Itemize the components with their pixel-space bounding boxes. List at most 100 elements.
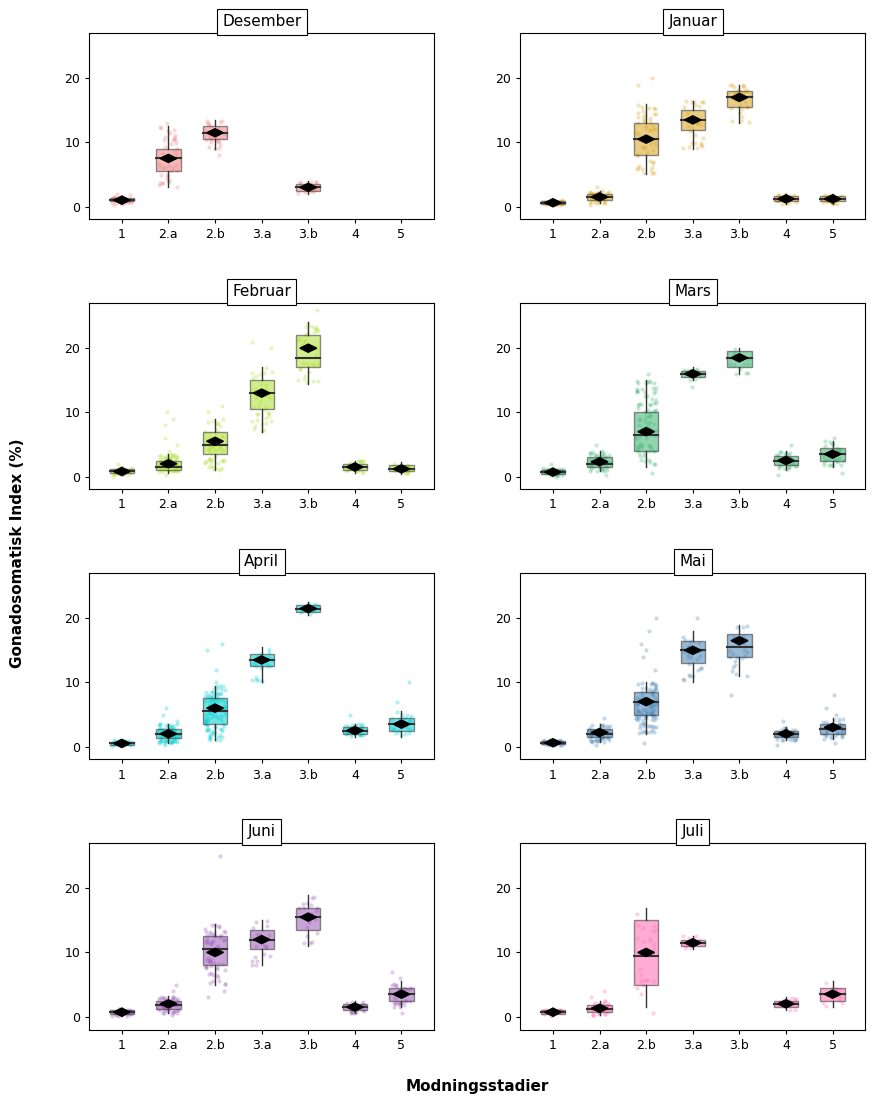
Point (395, 711, 409, 728)
Polygon shape (545, 738, 561, 747)
Title: Juli: Juli (681, 825, 704, 839)
Point (583, 196, 598, 214)
Point (630, 980, 644, 997)
Point (162, 445, 177, 463)
Point (585, 453, 599, 470)
Point (110, 462, 124, 479)
Point (202, 131, 217, 148)
Point (599, 996, 613, 1014)
Point (681, 363, 695, 381)
Point (343, 455, 357, 473)
Point (353, 463, 368, 480)
Point (207, 954, 221, 972)
Point (214, 680, 228, 697)
Point (638, 106, 652, 124)
Point (216, 690, 230, 707)
Point (310, 180, 324, 198)
Point (209, 707, 223, 725)
Point (264, 340, 278, 358)
Point (216, 452, 230, 469)
Point (648, 609, 663, 627)
Point (820, 717, 834, 735)
Point (647, 706, 661, 724)
Point (635, 138, 649, 156)
Point (595, 724, 609, 742)
Point (211, 938, 225, 955)
Point (732, 345, 747, 363)
Point (169, 728, 184, 746)
Point (169, 162, 184, 179)
Point (108, 188, 122, 206)
Polygon shape (160, 1000, 177, 1007)
Point (597, 708, 611, 726)
Point (349, 458, 363, 476)
Point (830, 192, 845, 209)
Point (723, 354, 738, 372)
Point (588, 732, 602, 749)
Point (771, 448, 785, 466)
Point (736, 76, 750, 94)
Point (257, 945, 271, 963)
Point (640, 401, 655, 418)
Point (394, 1004, 409, 1022)
Point (404, 706, 418, 724)
Point (354, 715, 368, 733)
Point (595, 188, 609, 206)
Point (781, 187, 796, 205)
Point (736, 76, 750, 94)
Point (737, 355, 751, 373)
Point (203, 952, 218, 970)
Point (212, 697, 227, 715)
Bar (588, 728, 612, 737)
Point (123, 186, 137, 204)
Point (780, 721, 794, 738)
Point (153, 453, 168, 470)
Point (592, 722, 607, 739)
Point (540, 1001, 554, 1018)
Point (541, 732, 556, 749)
Point (161, 997, 175, 1015)
Point (200, 933, 214, 951)
Bar (296, 335, 320, 368)
Point (551, 463, 566, 480)
Point (354, 995, 368, 1013)
Point (294, 178, 309, 196)
Point (168, 458, 182, 476)
Point (633, 452, 648, 469)
Point (121, 466, 136, 484)
Point (158, 459, 172, 477)
Point (208, 685, 222, 703)
Point (541, 193, 556, 210)
Point (389, 976, 403, 994)
Point (249, 668, 263, 685)
Point (251, 671, 265, 689)
Point (782, 194, 797, 211)
Point (260, 404, 275, 422)
Point (646, 707, 660, 725)
Bar (156, 461, 180, 470)
Point (298, 180, 312, 198)
Point (215, 728, 229, 746)
Point (255, 384, 269, 402)
Point (600, 730, 615, 747)
Point (632, 703, 646, 721)
Point (649, 680, 664, 697)
Bar (634, 692, 658, 714)
Point (675, 670, 690, 687)
Point (784, 728, 798, 746)
Point (592, 1003, 607, 1021)
Point (107, 466, 121, 484)
Point (253, 930, 268, 948)
Point (157, 1004, 171, 1022)
Point (591, 184, 606, 201)
Point (305, 599, 319, 617)
Point (199, 683, 213, 701)
Point (584, 459, 599, 477)
Point (644, 675, 658, 693)
Point (691, 633, 706, 651)
Point (817, 730, 831, 747)
Point (354, 453, 368, 470)
Point (632, 395, 646, 413)
Point (305, 889, 319, 907)
Point (687, 930, 701, 948)
